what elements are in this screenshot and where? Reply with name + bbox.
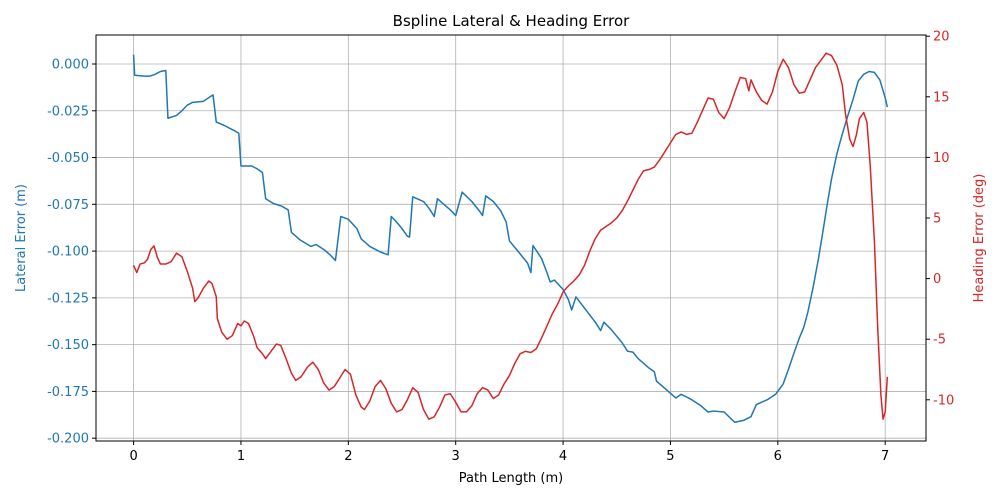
x-tick-label: 1 [237, 449, 245, 464]
x-tick-label: 4 [559, 449, 567, 464]
grid [96, 35, 926, 441]
x-tick-label: 0 [129, 449, 137, 464]
y-right-tick-label: 0 [933, 272, 941, 287]
y-left-tick-label: -0.050 [47, 151, 89, 166]
y-right-tick-label: -5 [933, 333, 946, 348]
y-axis-left-label: Lateral Error (m) [14, 184, 29, 292]
x-axis: 0 1 2 3 4 5 6 7 [129, 441, 889, 464]
x-tick-label: 5 [666, 449, 674, 464]
y-left-tick-label: -0.075 [47, 198, 89, 213]
chart-title: Bspline Lateral & Heading Error [393, 12, 630, 30]
y-left-tick-label: -0.025 [47, 104, 89, 119]
y-axis-left: 0.000 -0.025 -0.050 -0.075 -0.100 -0.125 -0.15… [47, 58, 96, 447]
plot-frame [95, 34, 927, 442]
x-tick-label: 3 [452, 449, 460, 464]
y-axis-right: 20 15 10 5 0 -5 -10 [926, 30, 954, 408]
heading-error-line [132, 52, 889, 420]
y-right-tick-label: 5 [933, 212, 941, 227]
x-axis-label: Path Length (m) [459, 471, 563, 486]
series-group [132, 52, 889, 424]
y-left-tick-label: -0.175 [47, 385, 89, 400]
y-right-tick-label: 15 [933, 90, 950, 105]
y-left-tick-label: -0.150 [47, 338, 89, 353]
y-right-tick-label: 10 [933, 151, 950, 166]
y-left-tick-label: -0.100 [47, 245, 89, 260]
y-left-tick-label: -0.125 [47, 291, 89, 306]
lateral-error-line [132, 54, 889, 424]
y-axis-right-label: Heading Error (deg) [972, 174, 987, 303]
y-left-tick-label: -0.200 [47, 432, 89, 447]
y-right-tick-label: 20 [933, 30, 950, 45]
y-right-tick-label: -10 [933, 393, 954, 408]
x-tick-label: 6 [774, 449, 782, 464]
y-left-tick-label: 0.000 [52, 58, 89, 73]
x-tick-label: 7 [881, 449, 889, 464]
x-tick-label: 2 [344, 449, 352, 464]
